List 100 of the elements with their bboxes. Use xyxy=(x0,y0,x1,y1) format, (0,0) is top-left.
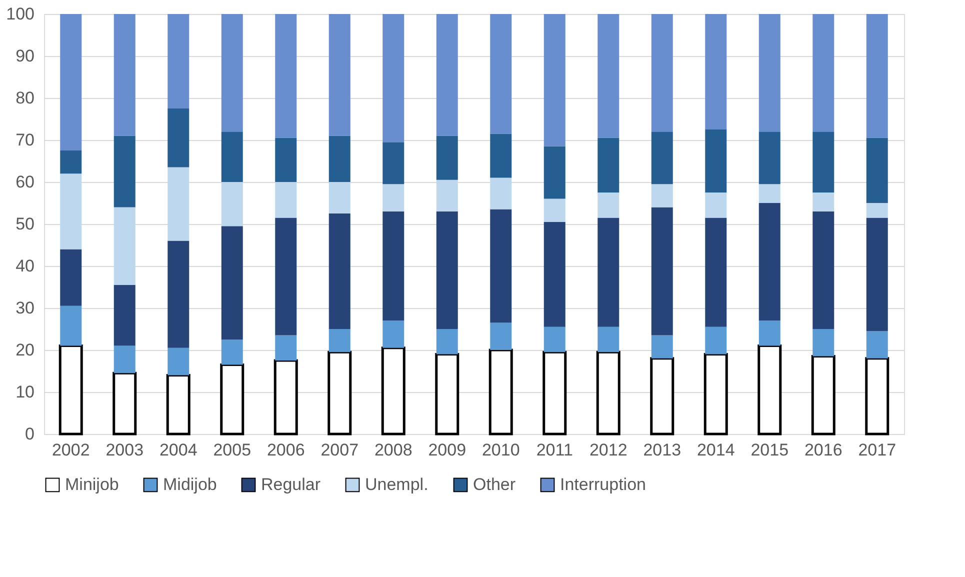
y-tick-label: 70 xyxy=(16,130,34,150)
x-tick-label: 2005 xyxy=(213,440,252,460)
bar xyxy=(275,335,297,360)
bar xyxy=(381,346,406,436)
bar xyxy=(435,352,460,436)
bar xyxy=(274,359,298,436)
bar xyxy=(651,184,673,208)
legend-label: Regular xyxy=(261,474,321,494)
legend-label: Minijob xyxy=(65,474,119,494)
bar xyxy=(544,146,566,199)
bar xyxy=(168,14,190,108)
bar xyxy=(812,192,834,212)
x-tick-label: 2006 xyxy=(266,440,305,460)
bar xyxy=(705,14,727,130)
bar xyxy=(651,207,673,336)
bar xyxy=(221,132,243,182)
bar xyxy=(598,14,620,138)
bar xyxy=(598,192,620,218)
bar xyxy=(60,174,82,250)
legend-label: Other xyxy=(473,474,516,494)
bar xyxy=(866,331,888,358)
bar xyxy=(758,132,780,184)
bar xyxy=(114,14,136,136)
y-tick-label: 90 xyxy=(16,46,34,66)
bar xyxy=(598,218,620,327)
bar xyxy=(705,326,727,354)
bar xyxy=(58,344,83,436)
bar xyxy=(221,340,243,365)
x-tick-label: 2004 xyxy=(159,440,198,460)
legend-label: Midijob xyxy=(163,474,217,494)
bar xyxy=(705,218,727,327)
bar xyxy=(168,240,190,348)
bar xyxy=(275,138,297,182)
bar xyxy=(598,326,620,352)
bar xyxy=(436,211,458,329)
bar xyxy=(114,136,136,208)
x-tick-label: 2014 xyxy=(696,440,735,460)
bar xyxy=(275,14,297,138)
bar xyxy=(866,138,888,203)
bar xyxy=(598,138,620,192)
bar xyxy=(328,329,350,352)
bar xyxy=(328,14,350,136)
y-tick-label: 100 xyxy=(6,4,34,24)
bar xyxy=(866,14,888,138)
bar xyxy=(705,192,727,218)
bar xyxy=(60,306,82,346)
bar xyxy=(758,320,780,346)
legend-label: Unempl. xyxy=(365,474,428,494)
bar xyxy=(544,326,566,352)
bar xyxy=(651,335,673,358)
x-tick-label: 2016 xyxy=(804,440,842,460)
bar xyxy=(168,348,190,376)
bar xyxy=(812,329,834,356)
bar xyxy=(650,357,674,436)
bar xyxy=(812,14,834,132)
bar xyxy=(705,130,727,192)
bar xyxy=(758,184,780,203)
y-tick-label: 0 xyxy=(25,424,34,444)
x-tick-label: 2007 xyxy=(320,440,359,460)
x-tick-label: 2012 xyxy=(589,440,628,460)
bar xyxy=(490,14,512,134)
bar xyxy=(168,167,190,241)
x-tick-label: 2017 xyxy=(858,440,896,460)
bar xyxy=(758,14,780,132)
bar xyxy=(865,357,890,436)
x-tick-label: 2002 xyxy=(52,440,90,460)
bar xyxy=(866,203,888,218)
bar xyxy=(382,211,404,321)
x-tick-label: 2009 xyxy=(428,440,466,460)
bar xyxy=(275,182,297,218)
bar xyxy=(866,218,888,332)
bar xyxy=(436,329,458,354)
y-tick-label: 30 xyxy=(16,298,34,318)
bar xyxy=(328,214,350,329)
bar xyxy=(60,150,82,174)
bar xyxy=(168,108,190,168)
bar xyxy=(382,142,404,184)
bar xyxy=(114,207,136,285)
x-tick-label: 2013 xyxy=(643,440,682,460)
bar xyxy=(490,322,512,350)
bar xyxy=(221,14,243,132)
bar xyxy=(275,218,297,336)
bar xyxy=(382,320,404,348)
bar xyxy=(811,355,836,436)
legend-label: Interruption xyxy=(560,474,646,494)
bar xyxy=(704,352,728,436)
bar xyxy=(544,14,566,146)
bar xyxy=(382,184,404,212)
bar xyxy=(114,284,136,346)
bar xyxy=(221,226,243,340)
bar xyxy=(221,182,243,226)
bar xyxy=(382,14,404,142)
bar xyxy=(490,178,512,210)
bar xyxy=(436,180,458,212)
bar xyxy=(490,134,512,178)
bar xyxy=(436,136,458,180)
y-tick-label: 10 xyxy=(16,382,34,402)
bar xyxy=(328,136,350,182)
bar xyxy=(112,372,137,436)
bar xyxy=(114,346,136,374)
